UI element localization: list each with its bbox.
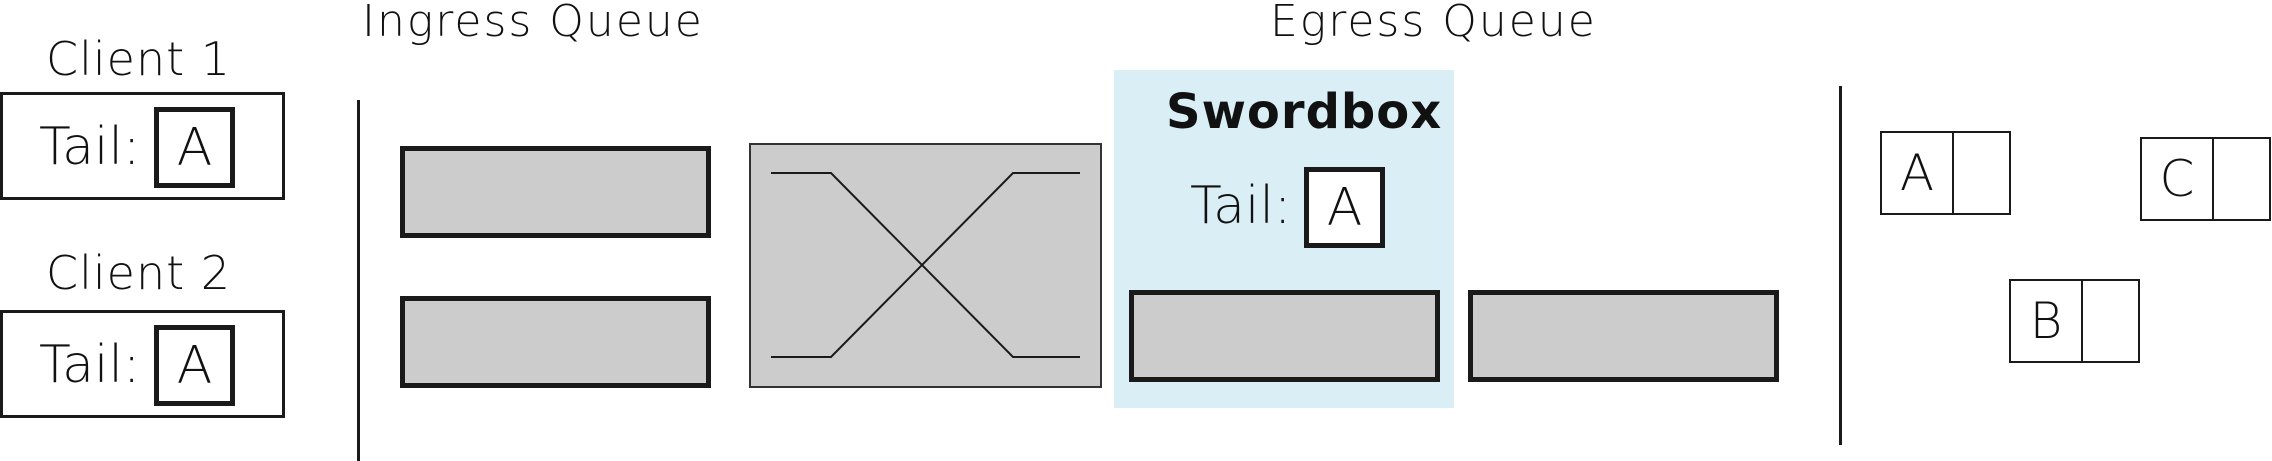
client-2-tail-pointer: A bbox=[154, 325, 235, 406]
swordbox-tail-label: Tail: bbox=[1190, 176, 1292, 236]
crossbar-switch bbox=[749, 143, 1102, 388]
swordbox-title: Swordbox bbox=[1166, 84, 1443, 140]
client-1-box: Tail: A bbox=[0, 92, 285, 200]
client-2-label: Client 2 bbox=[46, 246, 232, 300]
list-cell-b: B bbox=[2009, 279, 2140, 363]
swordbox-tail-pointer: A bbox=[1304, 167, 1385, 248]
right-divider bbox=[1839, 86, 1842, 445]
ingress-slot-1 bbox=[400, 146, 711, 238]
client-2-box: Tail: A bbox=[0, 310, 285, 418]
client-1-label: Client 1 bbox=[46, 32, 232, 86]
list-cell-b-key: B bbox=[2011, 281, 2083, 361]
list-cell-c-next bbox=[2214, 139, 2269, 219]
list-cell-a-next bbox=[1954, 133, 2009, 213]
client-2-tail-label: Tail: bbox=[39, 335, 141, 395]
crossbar-lines bbox=[771, 172, 1080, 358]
list-cell-c: C bbox=[2140, 137, 2271, 221]
list-cell-a-key: A bbox=[1882, 133, 1954, 213]
egress-slot-1 bbox=[1129, 290, 1440, 382]
client-1-tail-label: Tail: bbox=[39, 117, 141, 177]
client-1-tail-pointer: A bbox=[154, 107, 235, 188]
ingress-queue-heading: Ingress Queue bbox=[362, 0, 704, 47]
ingress-slot-2 bbox=[400, 296, 711, 388]
list-cell-b-next bbox=[2083, 281, 2138, 361]
list-cell-c-key: C bbox=[2142, 139, 2214, 219]
egress-slot-2 bbox=[1468, 290, 1779, 382]
egress-queue-heading: Egress Queue bbox=[1270, 0, 1597, 47]
list-cell-a: A bbox=[1880, 131, 2011, 215]
left-divider bbox=[357, 100, 360, 461]
